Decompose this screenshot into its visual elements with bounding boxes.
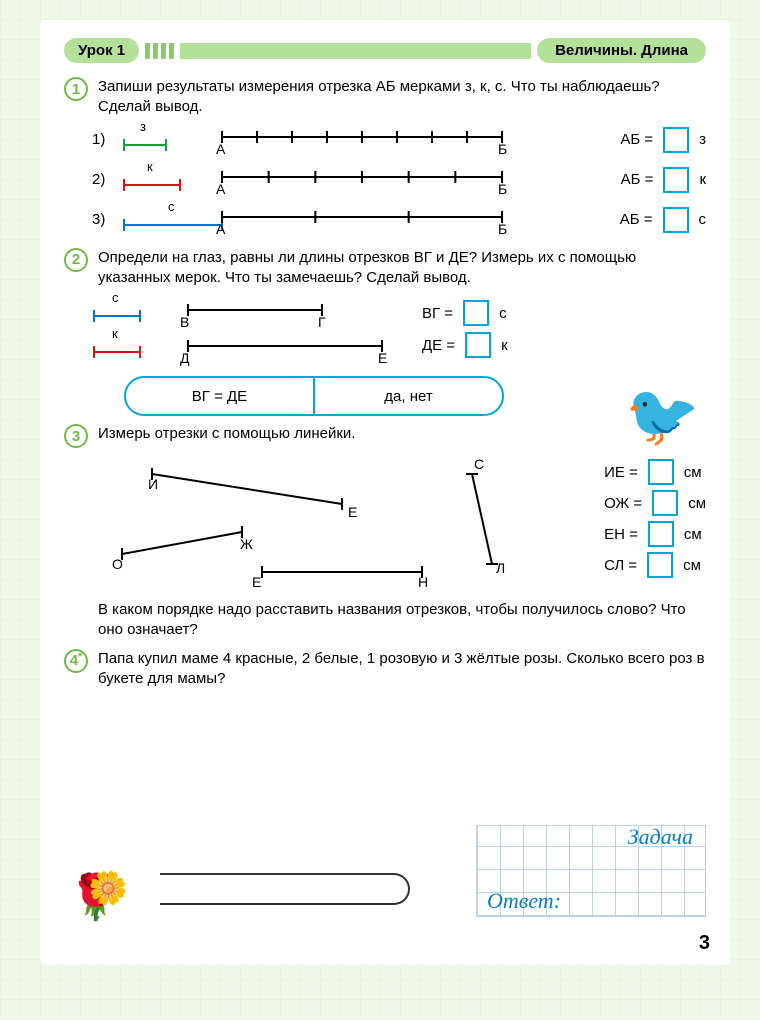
answer-box[interactable]: [648, 521, 674, 547]
task-number: 3: [64, 424, 88, 448]
rose-illustration-2: 🌼: [88, 869, 128, 907]
equation: АБ =з: [620, 127, 706, 153]
task-number: 4: [64, 649, 88, 673]
header-bar: [180, 43, 531, 59]
ruler-label: с: [168, 199, 175, 214]
lesson-badge: Урок 1: [64, 38, 139, 63]
equation: ИЕ =см: [604, 459, 706, 485]
answer-box[interactable]: [663, 167, 689, 193]
task-text: Папа купил маме 4 красные, 2 белые, 1 ро…: [98, 649, 706, 690]
grid-answer-label: Ответ:: [487, 888, 561, 914]
seg-label: Л: [496, 560, 505, 576]
answer-box[interactable]: [663, 127, 689, 153]
seg-label: Н: [418, 574, 428, 590]
task-2: 2 Определи на глаз, равны ли длины отрез…: [64, 248, 706, 289]
answer-box[interactable]: [663, 207, 689, 233]
answer-bar[interactable]: [160, 873, 410, 905]
page-number: 3: [699, 932, 710, 955]
row-num: 3): [92, 211, 122, 228]
equation: ДЕ =к: [422, 332, 562, 358]
task1-row: 2) к А Б АБ =к: [92, 162, 706, 198]
seg-label: С: [474, 456, 484, 472]
task1-row: 1) з А Б АБ =з: [92, 122, 706, 158]
worksheet-page: Урок 1 Величины. Длина 1 Запиши результа…: [40, 20, 730, 965]
seg-label: О: [112, 556, 123, 572]
ruler-label: з: [140, 119, 146, 134]
task3-diagram: И Е О Ж Е Н С Л ИЕ =см ОЖ =см ЕН =см СЛ =см: [92, 454, 706, 594]
task3-footer: В каком порядке надо расставить названия…: [98, 600, 706, 641]
answer-grid[interactable]: Задача Ответ:: [476, 825, 706, 917]
task-text: Определи на глаз, равны ли длины отрезко…: [98, 248, 706, 289]
equation: ОЖ =см: [604, 490, 706, 516]
task1-row: 3) с А Б АБ =с: [92, 202, 706, 238]
seg-label: И: [148, 476, 158, 492]
ruler-label: к: [147, 159, 153, 174]
equation: АБ =к: [621, 167, 706, 193]
pill-right: да, нет: [315, 378, 502, 414]
equation: ЕН =см: [604, 521, 706, 547]
grid-heading: Задача: [628, 824, 693, 850]
answer-box[interactable]: [647, 552, 673, 578]
bird-illustration: 🐦: [625, 380, 700, 451]
task-4: 4 Папа купил маме 4 красные, 2 белые, 1 …: [64, 649, 706, 690]
task-text: Запиши результаты измерения отрезка АБ м…: [98, 77, 706, 118]
row-num: 1): [92, 131, 122, 148]
header: Урок 1 Величины. Длина: [64, 38, 706, 63]
equation: ВГ =с: [422, 300, 562, 326]
answer-box[interactable]: [652, 490, 678, 516]
topic-badge: Величины. Длина: [537, 38, 706, 63]
row-num: 2): [92, 171, 122, 188]
equation: СЛ =см: [604, 552, 706, 578]
answer-box[interactable]: [463, 300, 489, 326]
answer-box[interactable]: [465, 332, 491, 358]
equation: АБ =с: [620, 207, 706, 233]
task-number: 1: [64, 77, 88, 101]
seg-label: Е: [348, 504, 357, 520]
task2-diagram: с к В Г Д Е ВГ =сДЕ =к: [92, 294, 706, 366]
task-3: 3 Измерь отрезки с помощью линейки.: [64, 424, 706, 448]
header-dots: [145, 43, 174, 59]
task-1: 1 Запиши результаты измерения отрезка АБ…: [64, 77, 706, 118]
answer-box[interactable]: [648, 459, 674, 485]
seg-label: Ж: [240, 536, 253, 552]
seg-label: Е: [252, 574, 261, 590]
task-text: Измерь отрезки с помощью линейки.: [98, 424, 355, 448]
answer-pill[interactable]: ВГ = ДЕ да, нет: [124, 376, 504, 416]
task-number: 2: [64, 248, 88, 272]
pill-left: ВГ = ДЕ: [126, 378, 315, 414]
